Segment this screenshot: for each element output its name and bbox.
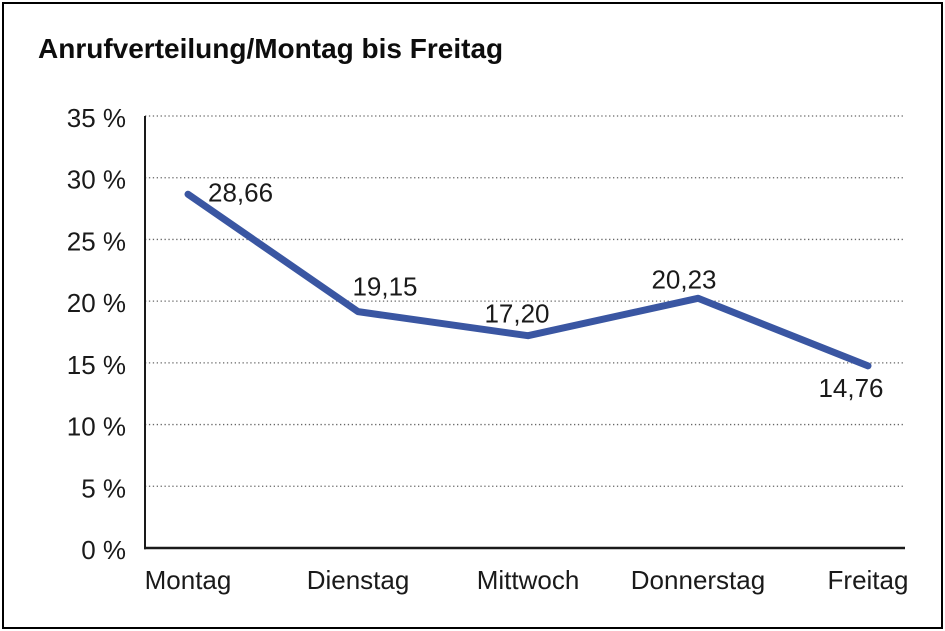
data-point-label: 17,20 xyxy=(484,299,549,329)
x-category-label: Montag xyxy=(145,565,232,595)
data-point-label: 19,15 xyxy=(352,272,417,302)
x-category-label: Dienstag xyxy=(307,565,410,595)
x-category-label: Mittwoch xyxy=(477,565,580,595)
data-series-line xyxy=(184,190,872,370)
y-tick-label: 15 % xyxy=(67,350,126,380)
y-tick-label: 35 % xyxy=(67,103,126,133)
y-tick-label: 0 % xyxy=(81,535,126,565)
y-tick-label: 5 % xyxy=(81,473,126,503)
y-tick-label: 30 % xyxy=(67,165,126,195)
x-category-label: Freitag xyxy=(828,565,909,595)
x-category-label: Donnerstag xyxy=(631,565,765,595)
y-tick-label: 25 % xyxy=(67,226,126,256)
y-tick-label: 20 % xyxy=(67,288,126,318)
y-tick-label: 10 % xyxy=(67,412,126,442)
chart-title: Anrufverteilung/Montag bis Freitag xyxy=(38,33,504,64)
data-point-label: 14,76 xyxy=(818,373,883,403)
data-point-label: 28,66 xyxy=(208,177,273,207)
data-point-label: 20,23 xyxy=(651,264,716,294)
